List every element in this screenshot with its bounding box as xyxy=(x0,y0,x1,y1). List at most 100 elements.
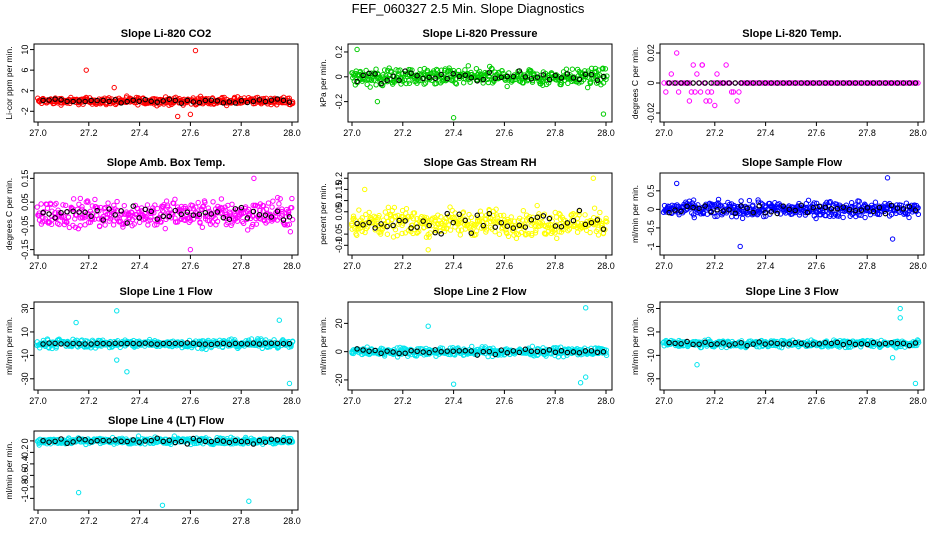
mean-point xyxy=(136,98,142,105)
mean-point xyxy=(912,340,919,346)
mean-point xyxy=(148,341,154,347)
mean-point xyxy=(558,75,565,81)
data-point xyxy=(131,221,137,227)
data-point xyxy=(453,81,460,87)
data-point xyxy=(367,84,373,90)
outlier-point xyxy=(582,374,589,380)
mean-point xyxy=(666,80,672,86)
outlier-point xyxy=(75,489,82,496)
mean-point xyxy=(372,347,378,354)
data-point xyxy=(188,217,194,224)
mean-point xyxy=(64,209,70,215)
data-point xyxy=(106,218,113,224)
data-point xyxy=(120,224,126,230)
mean-point xyxy=(52,96,58,102)
mean-point xyxy=(100,97,106,104)
mean-point xyxy=(786,341,793,347)
mean-point xyxy=(516,222,523,229)
outlier-point xyxy=(362,186,368,193)
mean-point xyxy=(244,99,251,106)
mean-point xyxy=(202,209,209,216)
data-point xyxy=(867,80,874,86)
data-point xyxy=(848,199,855,206)
y-tick-label: -30 xyxy=(646,372,656,385)
mean-point xyxy=(208,438,215,445)
data-point xyxy=(778,80,784,86)
data-point xyxy=(144,202,151,208)
mean-point xyxy=(378,221,384,227)
mean-point xyxy=(220,214,227,221)
mean-point xyxy=(504,223,511,229)
mean-point xyxy=(822,80,829,86)
data-point xyxy=(733,214,740,220)
data-point xyxy=(897,80,903,86)
outlier-point xyxy=(450,115,457,121)
mean-point xyxy=(46,340,52,346)
data-point xyxy=(675,89,682,95)
chart-panel-4: Slope Amb. Box Temp.27.0 27.2 27.4 27.6 27.8… xyxy=(4,157,301,271)
mean-point xyxy=(444,75,450,82)
y-tick-label: 10 xyxy=(646,327,656,337)
outlier-point xyxy=(425,323,431,329)
mean-point xyxy=(480,222,487,229)
data-point xyxy=(714,213,720,219)
data-point xyxy=(49,208,55,214)
outlier-point xyxy=(192,47,199,54)
data-point xyxy=(119,221,126,228)
data-point xyxy=(802,80,808,86)
outlier-point xyxy=(912,380,919,387)
mean-point xyxy=(600,226,607,232)
data-point xyxy=(210,199,216,205)
data-point xyxy=(127,212,134,218)
data-point xyxy=(287,229,294,235)
data-point xyxy=(520,80,526,86)
y-tick-label: -0.1 xyxy=(334,238,344,254)
data-point xyxy=(85,214,91,220)
x-tick-label: 27.6 xyxy=(808,128,826,138)
data-point xyxy=(777,202,784,209)
x-tick-label: 27.8 xyxy=(232,396,250,406)
data-point xyxy=(197,220,203,226)
data-point xyxy=(162,225,168,232)
mean-point xyxy=(522,224,529,230)
mean-point xyxy=(462,347,468,354)
mean-point xyxy=(94,437,100,444)
mean-point xyxy=(244,215,251,221)
mean-point xyxy=(870,208,877,215)
data-point xyxy=(200,203,207,209)
data-point xyxy=(813,215,819,222)
data-point xyxy=(500,212,507,219)
mean-point xyxy=(112,97,118,103)
chart-panel-3: Slope Li-820 Temp.27.0 27.2 27.4 27.6 27.8 28… xyxy=(630,28,927,138)
chart-title: Slope Line 4 (LT) Flow xyxy=(108,415,224,427)
mean-point xyxy=(390,222,396,229)
x-tick-label: 28.0 xyxy=(909,128,927,138)
mean-point xyxy=(384,223,390,230)
mean-point xyxy=(184,97,191,104)
data-point xyxy=(681,80,687,86)
y-tick-label: 30 xyxy=(646,304,656,314)
data-point xyxy=(604,73,610,79)
data-point xyxy=(915,339,922,346)
mean-point xyxy=(510,225,517,231)
data-point xyxy=(417,66,423,73)
mean-point xyxy=(414,73,420,79)
mean-point xyxy=(894,80,901,86)
mean-point xyxy=(510,348,517,354)
x-tick-label: 28.0 xyxy=(283,261,301,271)
data-point xyxy=(759,80,766,86)
data-point xyxy=(553,214,560,220)
data-point xyxy=(491,78,497,85)
mean-point xyxy=(576,350,583,356)
x-tick-label: 27.8 xyxy=(232,128,250,138)
data-point xyxy=(373,66,379,72)
mean-point xyxy=(810,80,817,86)
data-point xyxy=(289,99,296,105)
data-point xyxy=(161,202,167,208)
data-point xyxy=(688,89,695,95)
mean-point xyxy=(160,340,167,347)
mean-point xyxy=(558,223,565,230)
data-point xyxy=(96,223,103,230)
